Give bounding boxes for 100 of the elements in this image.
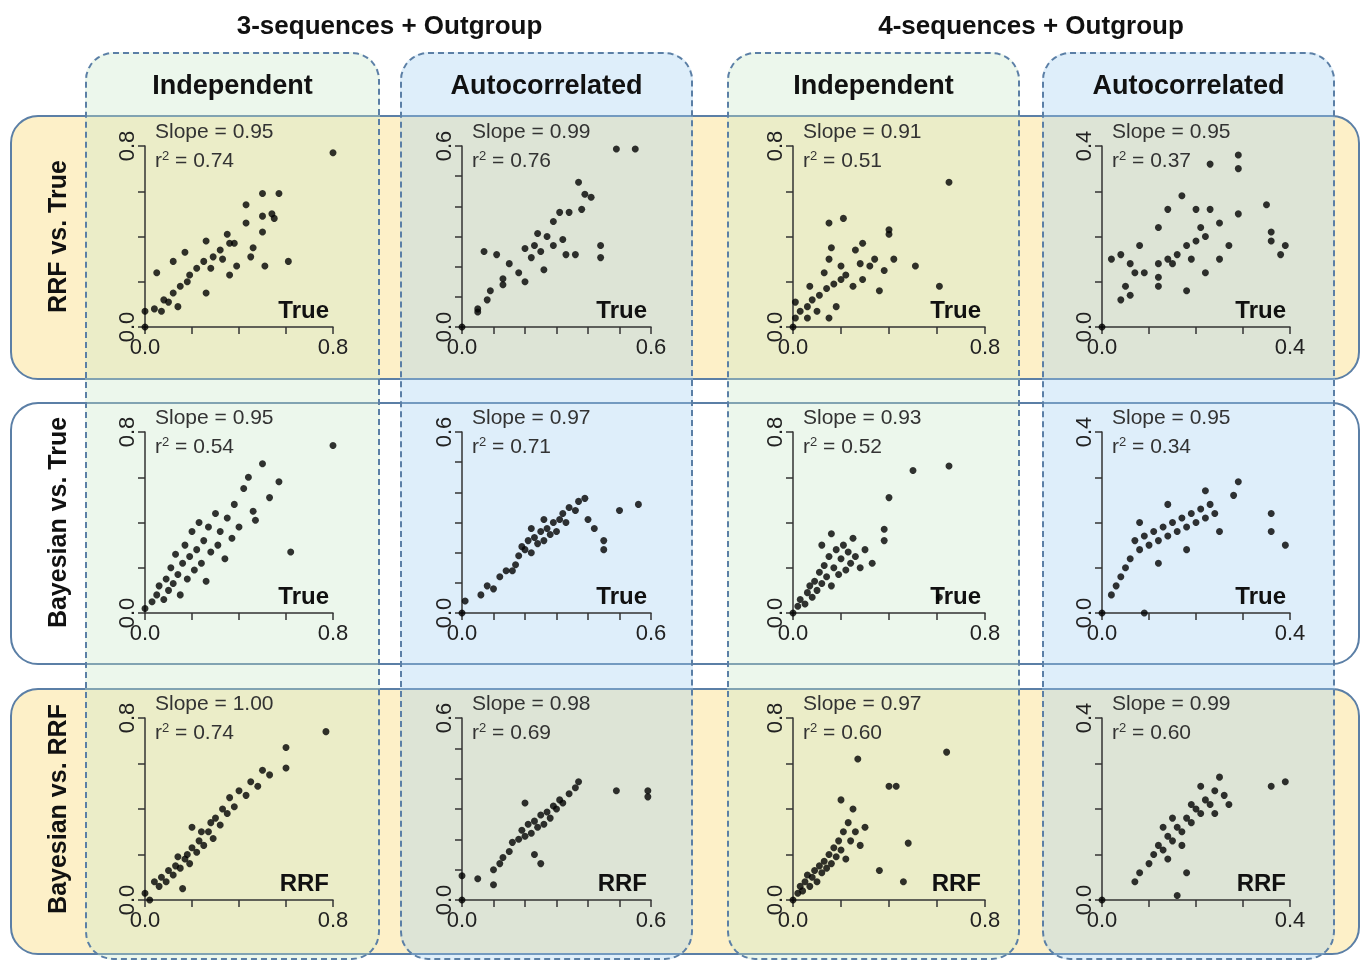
point: [141, 604, 149, 612]
y-tick-label: 0.8: [113, 130, 139, 162]
point: [827, 860, 835, 868]
point: [474, 875, 482, 883]
text: Slope = 0.95: [1112, 404, 1231, 428]
point: [634, 500, 642, 508]
point: [515, 552, 523, 560]
x-tick-label: 0.6: [635, 619, 667, 645]
point: [590, 525, 598, 533]
y-tick-label: 0.8: [761, 130, 787, 162]
point: [885, 230, 893, 238]
point: [1234, 478, 1242, 486]
point: [483, 582, 491, 590]
point: [815, 862, 823, 870]
point: [188, 844, 196, 852]
point: [1183, 287, 1191, 295]
point: [212, 814, 219, 822]
point: [880, 537, 888, 545]
point: [1131, 269, 1139, 277]
point: [806, 882, 814, 890]
y-axis-title: Bayesian vs. RRF: [42, 704, 71, 914]
point: [540, 266, 548, 274]
point: [524, 820, 532, 828]
point: [803, 303, 811, 311]
y-axis-title: RRF vs. True: [42, 160, 71, 313]
point: [251, 516, 259, 524]
x-tick-label: 0.8: [969, 906, 1001, 932]
point: [911, 262, 919, 270]
point: [871, 255, 879, 263]
point: [219, 255, 227, 263]
point: [1183, 546, 1191, 554]
point: [842, 566, 850, 574]
point: [880, 266, 888, 274]
point: [815, 568, 823, 576]
point: [233, 262, 241, 270]
x-tick-label: 0.4: [1274, 619, 1306, 645]
point: [176, 282, 184, 290]
point: [524, 537, 532, 545]
point: [493, 251, 501, 259]
point: [204, 523, 212, 531]
point: [575, 178, 583, 186]
point: [1263, 201, 1270, 209]
point: [549, 519, 557, 526]
x-axis-title: RRF: [1236, 868, 1286, 896]
point: [188, 823, 196, 831]
x-axis-title: True: [278, 581, 329, 609]
point: [808, 296, 816, 304]
point: [839, 828, 847, 836]
point: [1112, 582, 1120, 590]
point: [820, 561, 828, 569]
point: [866, 262, 874, 270]
point: [1117, 251, 1125, 259]
point: [230, 239, 238, 247]
point: [575, 497, 583, 505]
chart-title: Autocorrelated: [1092, 70, 1285, 100]
point: [575, 778, 583, 786]
point: [537, 811, 545, 819]
point: [458, 872, 466, 880]
point: [565, 503, 573, 511]
point: [534, 823, 542, 831]
point: [1201, 514, 1209, 522]
point: [791, 314, 799, 322]
point: [1107, 591, 1115, 599]
point: [249, 244, 257, 252]
point: [186, 860, 194, 868]
point: [1140, 269, 1148, 277]
point: [808, 593, 816, 601]
text: Slope = 0.99: [1112, 690, 1231, 714]
point: [270, 214, 278, 222]
point: [1126, 555, 1134, 563]
point: [1164, 532, 1172, 540]
x-axis-title: RRF: [597, 868, 647, 896]
point: [827, 582, 835, 590]
point: [169, 257, 177, 265]
point: [160, 595, 168, 603]
point: [842, 271, 850, 279]
point: [1216, 528, 1223, 536]
point: [543, 525, 551, 533]
point: [275, 478, 283, 486]
point: [1225, 242, 1233, 250]
point: [892, 782, 900, 790]
point: [880, 525, 888, 533]
point: [181, 248, 189, 256]
point: [1183, 869, 1191, 877]
point: [223, 230, 231, 238]
point: [1267, 528, 1275, 536]
point: [644, 793, 652, 801]
point: [223, 810, 231, 818]
point: [209, 253, 217, 261]
point: [155, 582, 163, 590]
point: [183, 278, 191, 286]
point: [1136, 869, 1144, 877]
point: [1131, 878, 1139, 886]
point: [581, 190, 589, 198]
point: [823, 285, 831, 293]
point: [1173, 891, 1181, 899]
point: [1169, 837, 1176, 845]
x-axis-title: True: [930, 581, 981, 609]
x-axis-title: True: [1235, 581, 1286, 609]
point: [1164, 255, 1172, 263]
